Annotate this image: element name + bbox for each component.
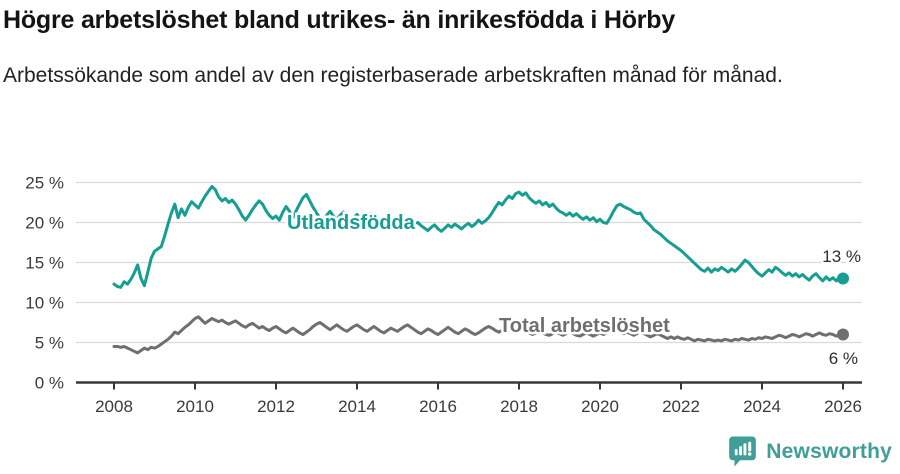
x-tick-label-2008: 2008 <box>95 397 133 416</box>
y-tick-label-0: 0 % <box>35 374 64 393</box>
series-label-total-arbetsloshet: Total arbetslöshet <box>499 315 670 337</box>
x-tick-label-2018: 2018 <box>500 397 538 416</box>
x-tick-label-2016: 2016 <box>419 397 457 416</box>
newsworthy-logo: Newsworthy <box>728 435 892 468</box>
x-tick-label-2026: 2026 <box>824 397 862 416</box>
x-tick-label-2012: 2012 <box>257 397 295 416</box>
end-value-label-total-arbetsloshet: 6 % <box>829 349 858 368</box>
series-end-dot-total-arbetsl-shet <box>837 328 849 341</box>
x-tick-label-2022: 2022 <box>662 397 700 416</box>
series-line-utlandsf-dda <box>112 185 845 289</box>
page-subtitle: Arbetssökande som andel av den registerb… <box>3 64 783 87</box>
series-line-total-arbetsl-shet <box>112 315 845 355</box>
series-label-utlandsfodda: Utlandsfödda <box>287 212 416 234</box>
end-value-label-utlandsfodda: 13 % <box>822 247 861 266</box>
y-tick-label-5: 5 % <box>35 334 64 353</box>
x-tick-label-2014: 2014 <box>338 397 376 416</box>
grid-layer: 0 % 5 % 10 % 15 % 20 % 25 % 2008 2010 2012 2014 20… <box>25 174 862 416</box>
x-tick-label-2010: 2010 <box>176 397 214 416</box>
y-tick-label-25: 25 % <box>25 174 64 193</box>
y-tick-label-20: 20 % <box>25 214 64 233</box>
newsworthy-logo-icon <box>728 435 757 468</box>
y-tick-label-10: 10 % <box>25 294 64 313</box>
newsworthy-brand-name: Newsworthy <box>766 439 892 463</box>
series-end-dot-utlandsf-dda <box>837 272 849 285</box>
page-title: Högre arbetslöshet bland utrikes- än inr… <box>3 6 676 34</box>
x-tick-label-2020: 2020 <box>581 397 619 416</box>
label-layer: Utlandsfödda Total arbetslöshet 13 % 6 % <box>285 210 864 371</box>
y-tick-label-15: 15 % <box>25 254 64 273</box>
series-layer <box>112 185 849 355</box>
x-tick-label-2024: 2024 <box>743 397 781 416</box>
